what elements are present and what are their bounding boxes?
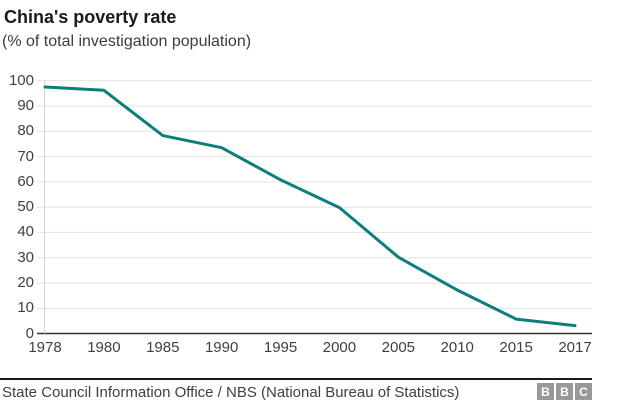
x-tick-label: 2017 (558, 339, 592, 356)
x-tick-label: 1990 (204, 339, 239, 356)
poverty-rate-line (43, 85, 577, 328)
bbc-logo-block: B (556, 383, 573, 400)
bbc-logo-block: C (575, 383, 592, 400)
x-tick-label: 1980 (87, 339, 121, 356)
source-attribution: State Council Information Office / NBS (… (2, 384, 460, 401)
y-tick-label: 60 (17, 172, 34, 190)
y-tick-label: 20 (17, 273, 34, 291)
x-tick-label: 1978 (28, 339, 62, 356)
page-title: China's poverty rate (4, 7, 177, 27)
y-tick-label: 40 (17, 223, 34, 241)
x-tick-label: 2010 (440, 339, 474, 356)
y-tick-label: 0 (25, 324, 34, 342)
y-tick-label: 50 (17, 198, 34, 216)
x-tick-label: 1995 (263, 339, 298, 356)
y-tick-label: 30 (17, 248, 34, 266)
y-tick-label: 10 (17, 299, 34, 317)
footer-divider (0, 378, 592, 380)
chart-subtitle: (% of total investigation population) (2, 33, 252, 50)
x-tick-label: 2005 (381, 339, 416, 356)
bbc-logo-block: B (537, 383, 554, 400)
y-tick-label: 70 (17, 147, 34, 165)
y-tick-label: 80 (17, 122, 34, 140)
y-tick-label: 100 (8, 71, 34, 89)
y-tick-label: 90 (17, 96, 34, 114)
x-tick-label: 2015 (499, 339, 533, 356)
x-tick-label: 1985 (146, 339, 180, 356)
x-tick-label: 2000 (322, 339, 357, 356)
